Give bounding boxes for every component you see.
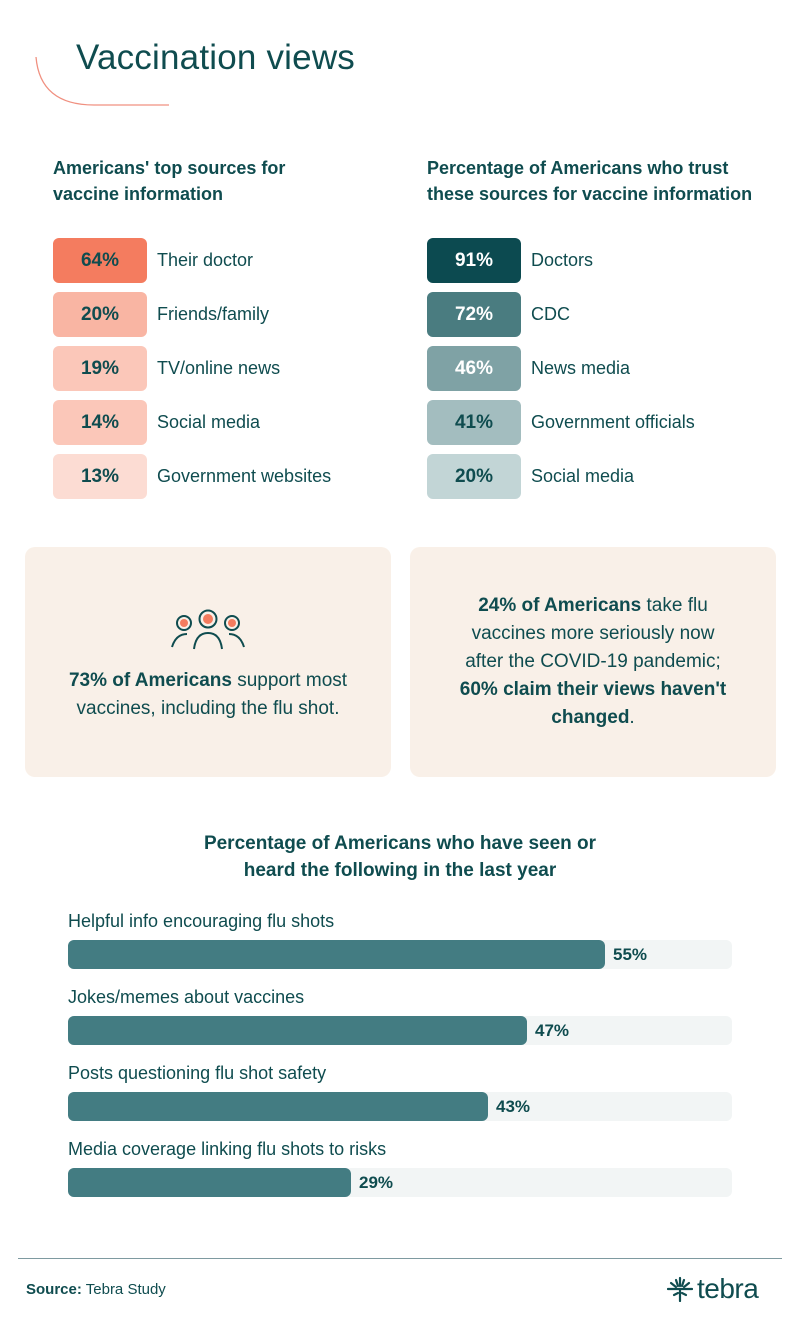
seen-heard-title: Percentage of Americans who have seen or… [203, 833, 597, 881]
source-label: CDC [531, 304, 570, 324]
top-sources-section: Americans' top sources for vaccine infor… [53, 155, 393, 508]
trust-sources-title: Percentage of Americans who trust these … [427, 158, 753, 204]
bar-track: 47% [68, 1016, 732, 1045]
source-label: Government websites [157, 466, 332, 486]
support-vaccines-card: 73% of Americans support most vaccines, … [25, 547, 391, 777]
source-label: News media [531, 358, 631, 378]
bar-label: Jokes/memes about vaccines [68, 987, 305, 1007]
bar-fill [68, 940, 605, 969]
bar-item: Media coverage linking flu shots to risk… [68, 1136, 732, 1212]
people-group-icon [171, 609, 245, 650]
percentage-badge: 13% [53, 454, 147, 499]
bar-track: 29% [68, 1168, 732, 1197]
source-label: Their doctor [157, 250, 254, 270]
stat-row: 19% TV/online news [53, 346, 393, 391]
percentage-badge: 20% [427, 454, 521, 499]
stat-row: 14% Social media [53, 400, 393, 445]
covid-views-card: 24% of Americans take flu vaccines more … [410, 547, 776, 777]
bar-value: 47% [535, 1021, 570, 1040]
percentage-badge: 19% [53, 346, 147, 391]
decorative-arc-icon [35, 56, 169, 106]
bar-item: Helpful info encouraging flu shots 55% [68, 908, 732, 984]
tebra-logo: tebra [667, 1274, 759, 1304]
source-label: TV/online news [157, 358, 281, 378]
percentage-badge: 14% [53, 400, 147, 445]
bar-value: 43% [496, 1097, 531, 1116]
bar-value: 55% [613, 945, 648, 964]
bar-value: 29% [359, 1173, 394, 1192]
seen-heard-chart: Helpful info encouraging flu shots 55% Jok… [68, 908, 732, 1212]
bar-item: Jokes/memes about vaccines 47% [68, 984, 732, 1060]
bar-item: Posts questioning flu shot safety 43% [68, 1060, 732, 1136]
source-label: Social media [531, 466, 635, 486]
stat-row: 91% Doctors [427, 238, 787, 283]
bar-label: Helpful info encouraging flu shots [68, 911, 335, 931]
bar-fill [68, 1092, 488, 1121]
title-area: Vaccination views [0, 0, 400, 120]
stat-row: 64% Their doctor [53, 238, 393, 283]
top-sources-title: Americans' top sources for vaccine infor… [53, 158, 286, 204]
source-label: Government officials [531, 412, 695, 432]
stat-row: 13% Government websites [53, 454, 393, 499]
covid-views-text: 24% of Americans take flu vaccines more … [459, 595, 727, 728]
bar-fill [68, 1016, 527, 1045]
stat-row: 41% Government officials [427, 400, 787, 445]
bar-label: Media coverage linking flu shots to risk… [68, 1139, 387, 1159]
percentage-badge: 41% [427, 400, 521, 445]
bar-fill [68, 1168, 351, 1197]
bar-track: 55% [68, 940, 732, 969]
stat-row: 46% News media [427, 346, 787, 391]
percentage-badge: 64% [53, 238, 147, 283]
percentage-badge: 72% [427, 292, 521, 337]
trust-sources-section: Percentage of Americans who trust these … [427, 155, 787, 508]
stat-row: 72% CDC [427, 292, 787, 337]
percentage-badge: 20% [53, 292, 147, 337]
source-label: Friends/family [157, 304, 270, 324]
percentage-badge: 46% [427, 346, 521, 391]
page-title: Vaccination views [76, 38, 355, 77]
source-label: Social media [157, 412, 261, 432]
source-label: Doctors [531, 250, 594, 270]
support-vaccines-text: 73% of Americans support most vaccines, … [68, 670, 348, 719]
source-note: Source: Tebra Study [26, 1281, 166, 1298]
bar-label: Posts questioning flu shot safety [68, 1063, 327, 1083]
footer-divider [18, 1258, 782, 1259]
stat-row: 20% Social media [427, 454, 787, 499]
percentage-badge: 91% [427, 238, 521, 283]
stat-row: 20% Friends/family [53, 292, 393, 337]
tebra-leaf-icon [667, 1276, 693, 1302]
bar-track: 43% [68, 1092, 732, 1121]
